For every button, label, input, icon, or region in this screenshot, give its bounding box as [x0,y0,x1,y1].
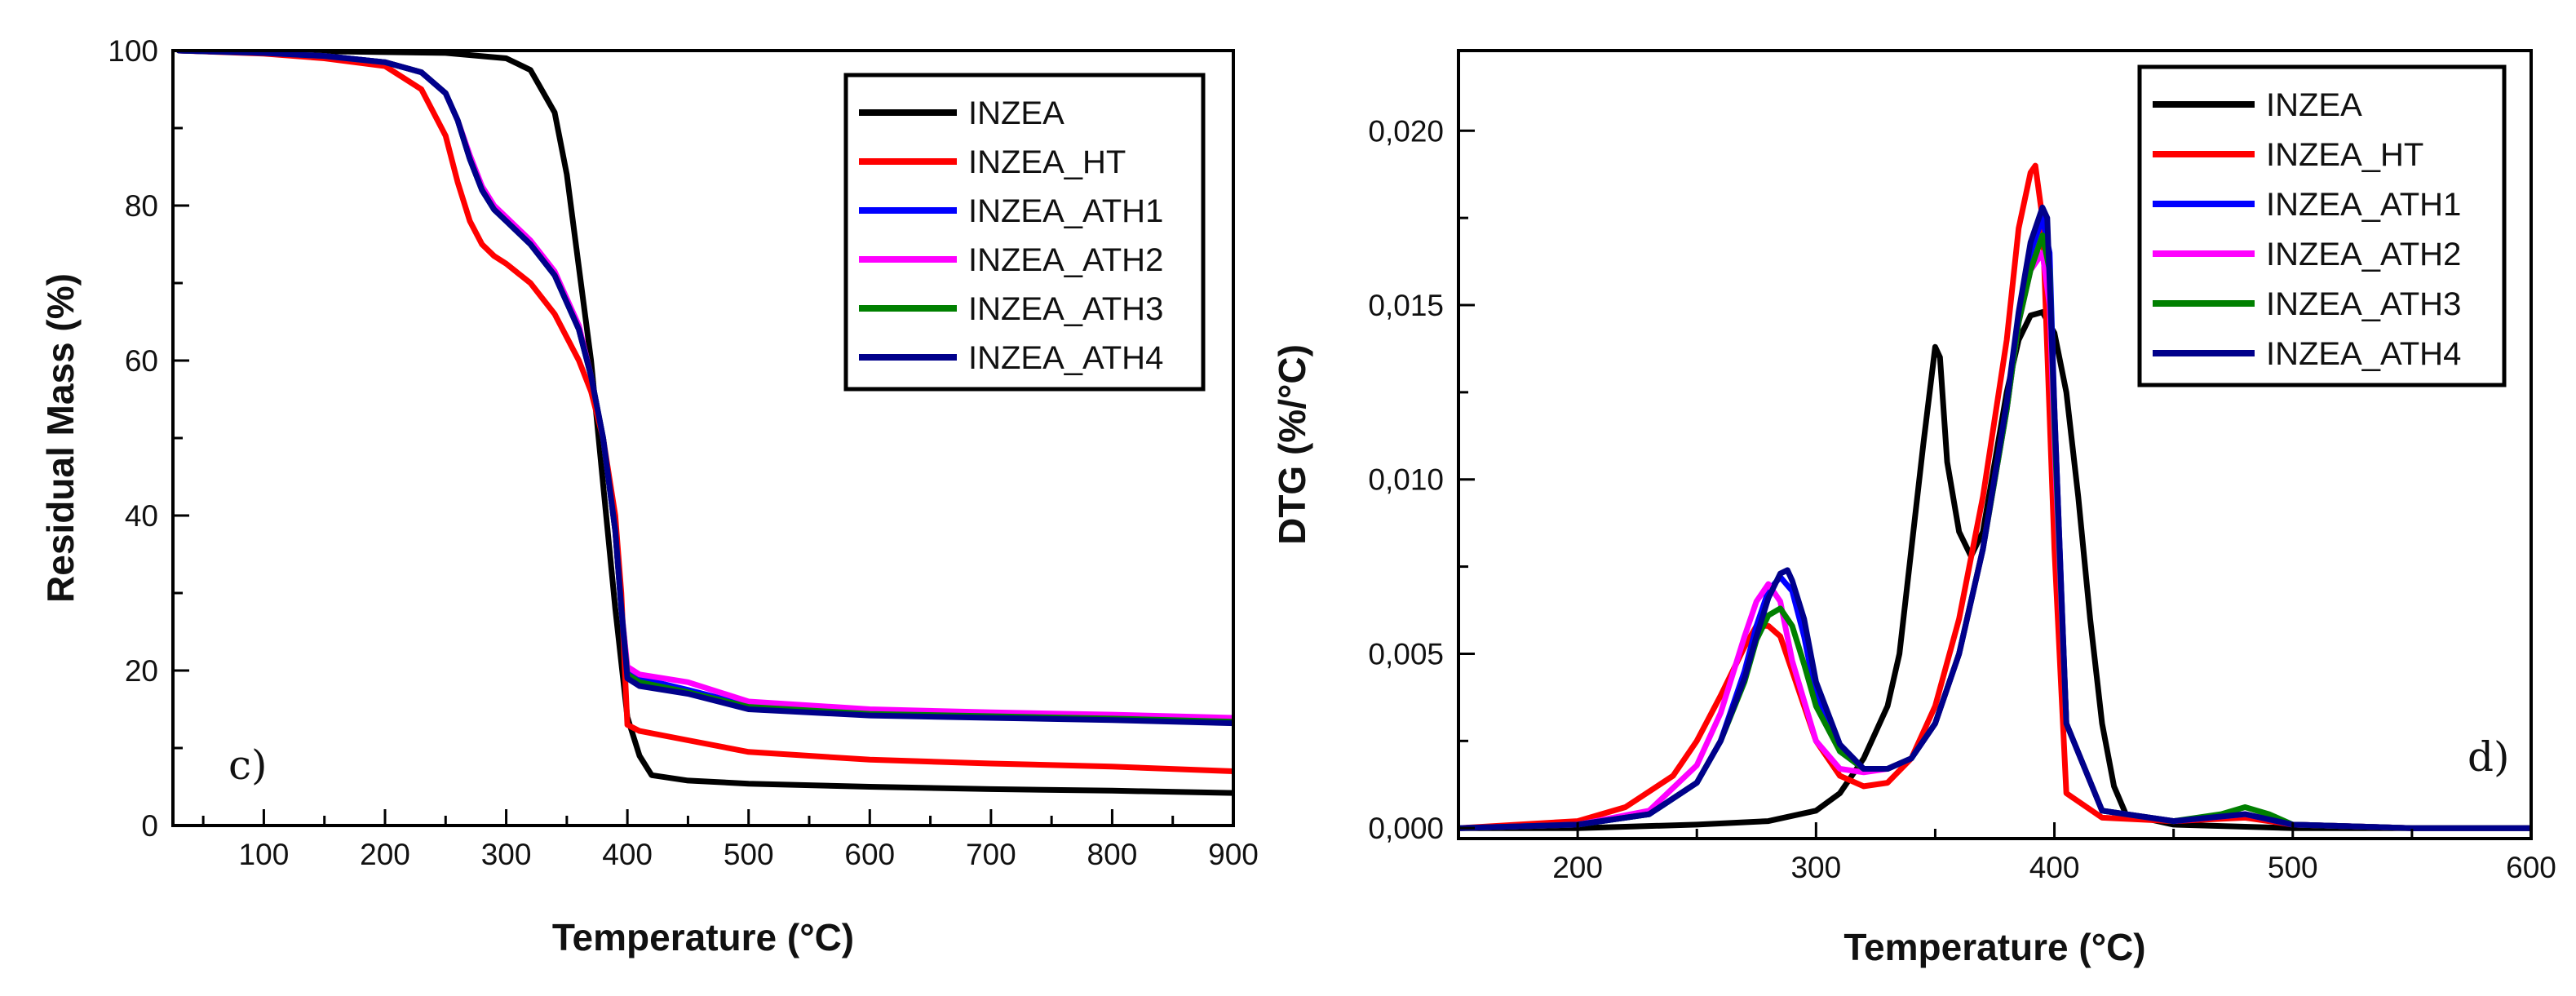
panel-d-dtg-chart: 200 300 400 500 600 0,000 0,005 0,010 0,015 0,020… [1271,49,2556,968]
series-line-inzea-ath4 [175,51,1233,727]
y-tick-label: 80 [125,189,158,223]
x-tick-label: 100 [239,838,290,871]
x-tick-label: 700 [966,838,1016,871]
legend-label: INZEA_ATH2 [968,242,1163,278]
y-axis-title: DTG (%/°C) [1271,344,1313,545]
legend-label: INZEA_ATH3 [2266,286,2461,322]
x-axis-title: Temperature (°C) [552,916,854,958]
x-tick-label: 600 [844,838,895,871]
y-tick-label: 60 [125,344,158,378]
legend-label: INZEA_ATH4 [968,340,1163,376]
y-tick-label: 100 [108,34,158,68]
x-tick-label: 800 [1087,838,1138,871]
y-tick-label: 40 [125,499,158,533]
legend-label: INZEA [968,95,1064,131]
x-tick-label: 500 [2268,851,2318,884]
legend: INZEA INZEA_HT INZEA_ATH1 INZEA_ATH2 INZEA_A… [843,73,1206,392]
y-axis-title: Residual Mass (%) [39,273,82,603]
legend-label: INZEA_ATH1 [2266,187,2461,223]
series-line-inzea-ath4 [1458,204,2531,831]
x-tick-label: 400 [602,838,653,871]
y-tick-label: 0,020 [1368,114,1444,148]
legend-box [843,73,1206,392]
x-tick-label: 500 [724,838,774,871]
series-group [175,51,1233,796]
y-tick-label: 0,005 [1368,637,1444,671]
legend-label: INZEA_ATH2 [2266,237,2461,272]
y-tick-label: 0,000 [1368,812,1444,845]
legend: INZEA INZEA_HT INZEA_ATH1 INZEA_ATH2 INZEA_A… [2137,64,2507,387]
panel-c-residual-mass-chart: 100 200 300 400 500 600 700 800 900 0 20 40 60 80 100 T… [39,34,1259,958]
x-tick-label: 200 [360,838,410,871]
legend-label: INZEA [2266,87,2362,123]
y-tick-label: 0 [141,809,158,843]
x-tick-label: 300 [481,838,532,871]
panel-label: c) [228,741,268,789]
series-line-inzea [175,51,1233,796]
panel-label: d) [2468,733,2510,781]
series-line-inzea-ht [175,51,1233,774]
x-tick-label: 300 [1790,851,1841,884]
legend-label: INZEA_HT [968,144,1126,180]
y-tick-label: 0,015 [1368,289,1444,322]
y-tick-label: 0,010 [1368,463,1444,497]
legend-label: INZEA_ATH3 [968,291,1163,327]
x-tick-label: 900 [1208,838,1259,871]
x-axis-title: Temperature (°C) [1843,926,2145,968]
y-tick-label: 20 [125,654,158,688]
x-tick-label: 200 [1552,851,1603,884]
x-tick-label: 600 [2506,851,2556,884]
series-line-inzea-ht [1458,162,2531,831]
legend-box [2137,64,2507,387]
plot-frame [1457,49,2533,840]
legend-label: INZEA_ATH1 [968,193,1163,229]
legend-label: INZEA_HT [2266,137,2423,173]
legend-label: INZEA_ATH4 [2266,336,2461,372]
series-group [1458,162,2531,831]
x-tick-label: 400 [2029,851,2080,884]
